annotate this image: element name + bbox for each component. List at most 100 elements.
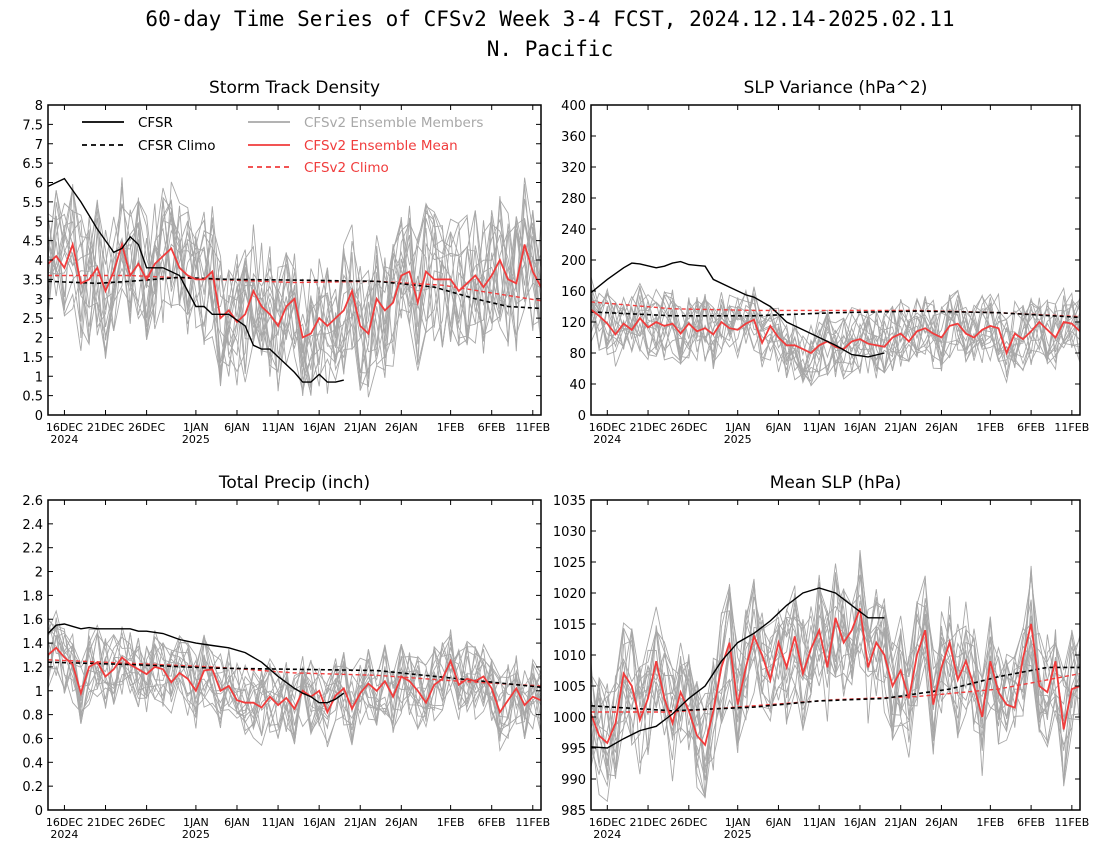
x-tick-label: 11FEB bbox=[515, 816, 550, 829]
y-tick-label: 1.8 bbox=[22, 589, 43, 604]
y-tick-label: 1000 bbox=[553, 711, 586, 726]
x-tick-label: 1FEB bbox=[976, 816, 1004, 829]
y-tick-label: 4.5 bbox=[22, 235, 43, 250]
x-tick-label: 16DEC bbox=[46, 421, 83, 434]
x-tick-label: 21DEC bbox=[87, 421, 124, 434]
y-tick-label: 1025 bbox=[553, 556, 586, 571]
y-tick-label: 1015 bbox=[553, 618, 586, 633]
ensemble-member-line bbox=[591, 586, 1080, 753]
x-tick-year: 2025 bbox=[182, 433, 210, 446]
x-tick-label: 6JAN bbox=[766, 816, 792, 829]
y-tick-label: 990 bbox=[561, 773, 586, 788]
x-tick-year: 2024 bbox=[593, 433, 621, 446]
cfsr-line bbox=[48, 623, 345, 704]
x-tick-label: 26DEC bbox=[128, 816, 165, 829]
x-tick-label: 21JAN bbox=[884, 816, 917, 829]
legend: CFSR CFSR Climo CFSv2 Ensemble Members CFSv… bbox=[82, 115, 483, 176]
y-tick-label: 2.4 bbox=[22, 518, 43, 533]
y-tick-label: 4 bbox=[35, 254, 43, 269]
x-tick-label: 11JAN bbox=[262, 816, 295, 829]
panel-1: Storm Track Density 0 0.5 1 1.5 2 2.5 3 3.5 4 4.5 5… bbox=[22, 78, 550, 446]
y-tick-label: 1 bbox=[35, 370, 43, 385]
data-lines bbox=[48, 609, 541, 752]
y-tick-label: 80 bbox=[569, 347, 586, 362]
legend-cfsv2-climo-label: CFSv2 Climo bbox=[304, 160, 389, 176]
panel-2: SLP Variance (hPa^2) 0 40 80 120 160 200 240 280… bbox=[561, 78, 1089, 446]
chart-subtitle: N. Pacific bbox=[486, 37, 614, 61]
x-tick-label: 11JAN bbox=[262, 421, 295, 434]
ensemble-member-line bbox=[591, 578, 1080, 781]
y-tick-label: 240 bbox=[561, 223, 586, 238]
y-tick-label: 200 bbox=[561, 254, 586, 269]
ensemble-member-line bbox=[591, 565, 1080, 799]
chart-title-block: 60-day Time Series of CFSv2 Week 3-4 FCS… bbox=[0, 4, 1100, 64]
y-tick-label: 3.5 bbox=[22, 273, 43, 288]
ensemble-member-line bbox=[591, 578, 1080, 766]
y-tick-label: 0.4 bbox=[22, 756, 43, 771]
y-tick-label: 0 bbox=[578, 409, 586, 424]
ensemble-member-line bbox=[48, 625, 541, 743]
y-tick-label: 120 bbox=[561, 316, 586, 331]
y-tick-label: 1030 bbox=[553, 525, 586, 540]
ensemble-member-line bbox=[591, 293, 1080, 380]
x-tick-label: 1JAN bbox=[725, 421, 751, 434]
plot-frame bbox=[47, 499, 542, 811]
y-tick-label: 1005 bbox=[553, 680, 586, 695]
ensemble-mean-line bbox=[591, 608, 1080, 747]
cfsr-line bbox=[48, 177, 344, 383]
cfsr-climo-line bbox=[48, 661, 541, 688]
x-tick-label: 21JAN bbox=[884, 421, 917, 434]
x-tick-label: 6FEB bbox=[478, 421, 506, 434]
ensemble-member-line bbox=[48, 198, 541, 375]
y-tick-label: 40 bbox=[569, 378, 586, 393]
x-tick-label: 26JAN bbox=[385, 816, 418, 829]
y-tick-label: 360 bbox=[561, 130, 586, 145]
y-tick-label: 0.6 bbox=[22, 732, 43, 747]
ensemble-member-line bbox=[48, 181, 541, 390]
ensemble-member-line bbox=[48, 199, 541, 392]
x-tick-label: 1FEB bbox=[437, 816, 465, 829]
ensemble-member-line bbox=[591, 276, 1080, 384]
y-tick-label: 1.4 bbox=[22, 637, 43, 652]
ensemble-member-line bbox=[48, 199, 541, 374]
x-tick-label: 16JAN bbox=[303, 421, 336, 434]
ensemble-member-line bbox=[591, 294, 1080, 381]
ensemble-member-line bbox=[48, 629, 541, 740]
data-lines bbox=[591, 550, 1080, 803]
x-tick-year: 2025 bbox=[724, 828, 752, 841]
ensemble-member-line bbox=[48, 200, 541, 382]
y-tick-label: 5 bbox=[35, 215, 43, 230]
x-tick-label: 11JAN bbox=[803, 421, 836, 434]
y-tick-label: 985 bbox=[561, 804, 586, 819]
ensemble-member-line bbox=[591, 288, 1080, 386]
ensemble-member-line bbox=[48, 609, 541, 745]
x-tick-label: 6JAN bbox=[224, 421, 250, 434]
y-tick-label: 0 bbox=[35, 804, 43, 819]
cfsr-line bbox=[591, 260, 885, 358]
ensemble-member-line bbox=[48, 190, 541, 383]
x-tick-label: 1FEB bbox=[437, 421, 465, 434]
y-tick-label: 1.2 bbox=[22, 661, 43, 676]
legend-mean-label: CFSv2 Ensemble Mean bbox=[304, 138, 458, 154]
y-tick-label: 1020 bbox=[553, 587, 586, 602]
y-tick-label: 2.6 bbox=[22, 494, 43, 509]
y-tick-label: 0.2 bbox=[22, 780, 43, 795]
y-tick-label: 320 bbox=[561, 161, 586, 176]
y-tick-label: 7.5 bbox=[22, 118, 43, 133]
x-tick-label: 11FEB bbox=[1054, 421, 1089, 434]
panel-title: SLP Variance (hPa^2) bbox=[744, 78, 928, 98]
panel-title: Total Precip (inch) bbox=[218, 473, 370, 493]
ensemble-member-line bbox=[48, 198, 541, 387]
y-tick-label: 2 bbox=[35, 566, 43, 581]
y-tick-label: 8 bbox=[35, 99, 43, 114]
x-tick-year: 2024 bbox=[50, 828, 78, 841]
x-tick-label: 21DEC bbox=[629, 816, 666, 829]
y-tick-label: 7 bbox=[35, 138, 43, 153]
x-tick-year: 2025 bbox=[724, 433, 752, 446]
x-tick-label: 21JAN bbox=[344, 816, 377, 829]
y-tick-label: 5.5 bbox=[22, 196, 43, 211]
ensemble-mean-line bbox=[48, 241, 541, 339]
ensemble-member-line bbox=[591, 560, 1080, 799]
x-tick-year: 2024 bbox=[50, 433, 78, 446]
